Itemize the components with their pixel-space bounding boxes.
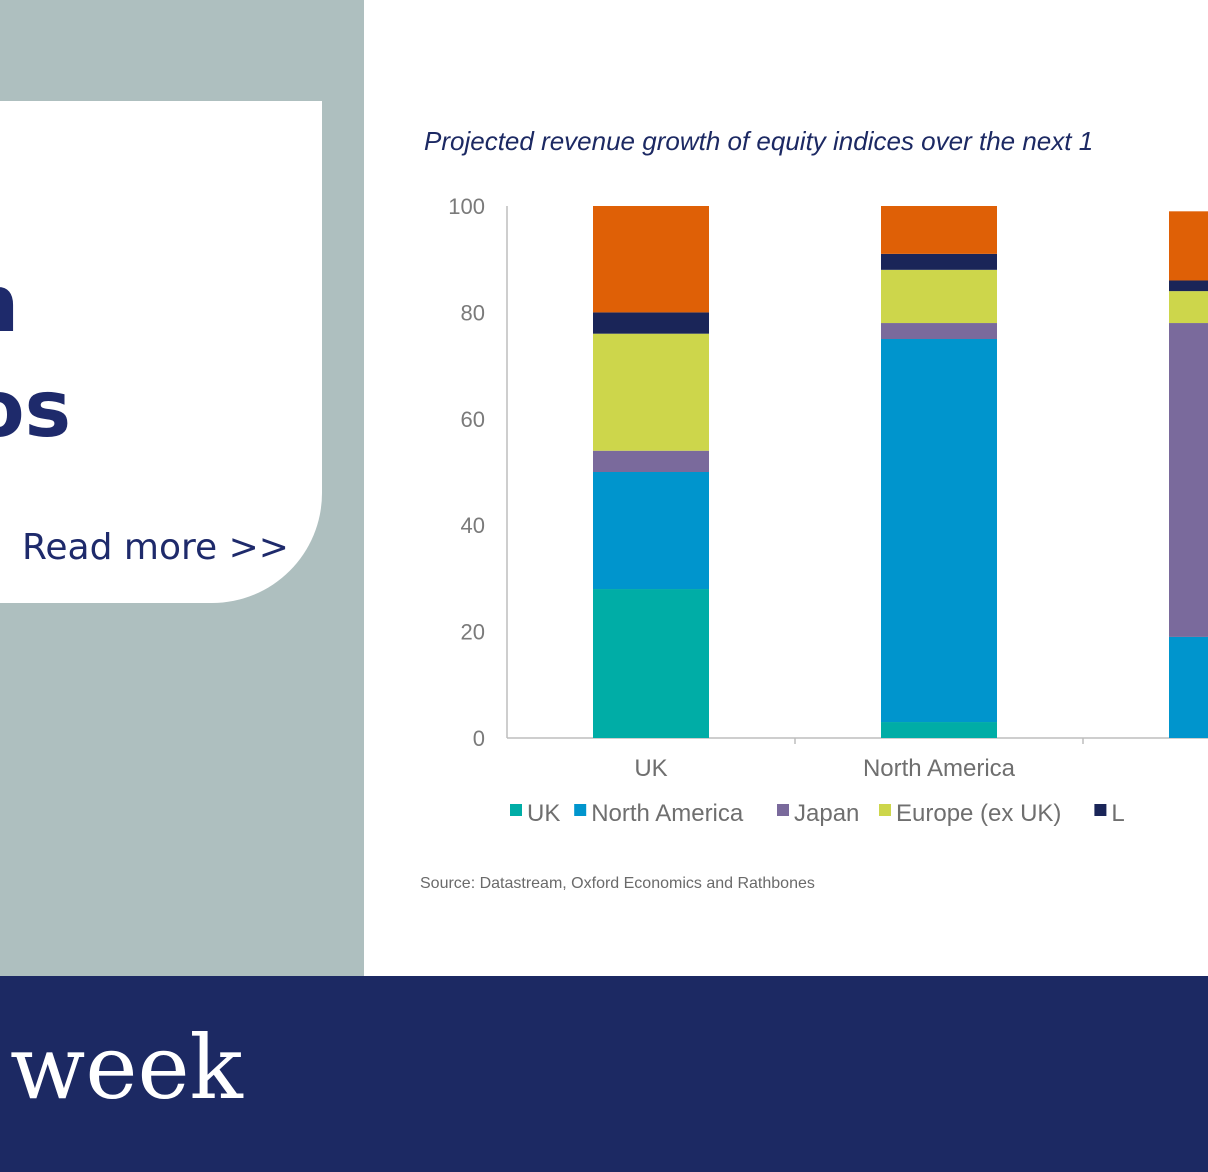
bar-segment	[593, 589, 709, 738]
x-tick-label: UK	[634, 755, 667, 782]
read-more-link[interactable]: Read more >>	[22, 527, 289, 568]
legend-label: L	[1111, 800, 1124, 827]
legend-label: Japan	[794, 800, 859, 827]
bar-segment	[593, 450, 709, 472]
bar-segment	[593, 312, 709, 334]
y-tick-label: 0	[473, 726, 485, 751]
stacked-bar-chart: Projected revenue growth of equity indic…	[420, 126, 1208, 892]
card-heading-line1: on	[0, 266, 19, 344]
bar-segment	[881, 323, 997, 339]
bar-segment	[1169, 211, 1208, 281]
legend-swatch	[777, 804, 789, 816]
y-tick-label: 40	[461, 513, 485, 538]
bar-segment	[593, 206, 709, 313]
bar-segment	[881, 269, 997, 324]
article-card[interactable]: on folios et omy	[0, 101, 322, 603]
y-tick-label: 80	[461, 300, 485, 325]
bar-segment	[881, 339, 997, 723]
chart-source: Source: Datastream, Oxford Economics and…	[420, 875, 815, 892]
bar-segment	[881, 253, 997, 270]
legend-label: Europe (ex UK)	[896, 800, 1061, 827]
banner-title: e week	[0, 1016, 243, 1119]
chart-area: Projected revenue growth of equity indic…	[364, 0, 1208, 976]
card-heading-line2: folios	[0, 365, 72, 455]
bar-segment	[1169, 280, 1208, 292]
x-tick-label: North America	[863, 755, 1016, 782]
bar-segment	[593, 333, 709, 451]
legend-label: North America	[591, 800, 744, 827]
legend-swatch	[510, 804, 522, 816]
bottom-banner	[0, 976, 1208, 1172]
chart-title: Projected revenue growth of equity indic…	[424, 126, 1093, 156]
legend-swatch	[574, 804, 587, 816]
legend-swatch	[879, 804, 891, 816]
bar-segment	[593, 472, 709, 590]
legend-swatch	[1094, 804, 1107, 816]
bar-segment	[1169, 323, 1208, 637]
bar-segment	[1169, 291, 1208, 324]
bar-segment	[881, 722, 997, 738]
y-tick-label: 60	[461, 407, 485, 432]
bar-segment	[1169, 636, 1208, 738]
left-panel: on folios et omy	[0, 0, 364, 976]
bar-segment	[881, 206, 997, 254]
y-tick-label: 20	[461, 620, 485, 645]
y-tick-label: 100	[448, 194, 485, 219]
legend-label: UK	[527, 800, 560, 827]
